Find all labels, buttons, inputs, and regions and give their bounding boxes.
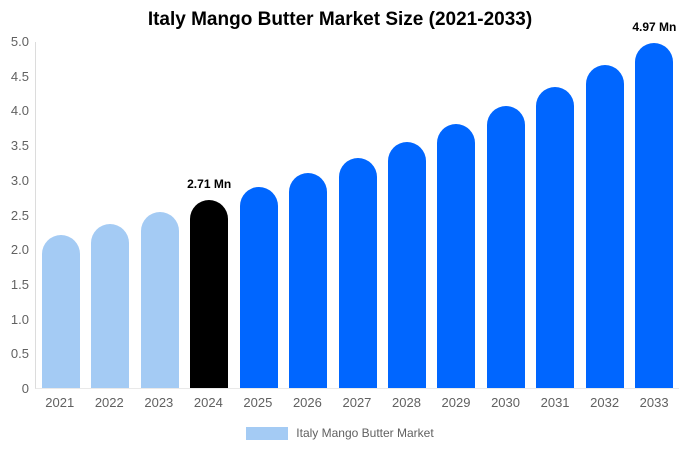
bar-slot-2022 [85, 42, 134, 388]
y-axis-label-2.0: 2.0 [10, 242, 29, 258]
x-axis-label-2031: 2031 [540, 395, 570, 410]
bar-value-label-2024: 2.71 Mn [187, 176, 232, 191]
x-axis-label-2028: 2028 [392, 395, 421, 410]
bar-series: 2.71 Mn 4.97 Mn [36, 20, 679, 388]
bar-slot-2024: 2.71 Mn [184, 42, 233, 388]
y-axis-label-3.0: 3.0 [10, 172, 29, 188]
bar-2033 [635, 43, 674, 388]
bar-2027 [338, 157, 377, 388]
chart-title: Italy Mango Butter Market Size (2021-203… [147, 9, 533, 30]
bar-slot-2030 [481, 42, 530, 388]
legend-label[interactable]: Italy Mango Butter Market [296, 426, 434, 440]
bar-2026 [289, 172, 328, 388]
bar-2024 [190, 199, 229, 388]
y-axis-label-2.5: 2.5 [10, 207, 29, 223]
bar-slot-2031 [531, 42, 580, 388]
bar-2031 [536, 86, 575, 388]
y-axis-label-1.0: 1.0 [10, 311, 29, 327]
x-axis: 2021 2022 2023 2024 2025 2026 2027 2028 2029 2030… [35, 395, 679, 411]
y-axis-label-5.0: 5.0 [10, 34, 29, 49]
y-axis-label-4.5: 4.5 [10, 68, 29, 84]
x-axis-label-2030: 2030 [491, 395, 520, 410]
legend: Italy Mango Butter Market [0, 426, 680, 440]
y-axis-label-0.5: 0.5 [10, 346, 29, 362]
bar-2021 [41, 234, 80, 388]
bar-slot-2029 [432, 42, 481, 388]
x-axis-label-2024: 2024 [193, 395, 223, 410]
bar-2028 [388, 141, 427, 388]
x-axis-label-2026: 2026 [292, 395, 322, 410]
plot-area: 2.71 Mn 4.97 Mn [35, 20, 679, 389]
bar-slot-2021 [36, 42, 85, 388]
y-axis-label-0: 0 [21, 381, 29, 396]
x-axis-label-2032: 2032 [590, 395, 620, 410]
bar-slot-2026 [283, 42, 332, 388]
bar-2025 [239, 186, 278, 388]
y-axis-label-1.5: 1.5 [10, 276, 29, 292]
x-axis-label-2025: 2025 [243, 395, 273, 410]
bar-2023 [140, 212, 179, 388]
y-axis-label-4.0: 4.0 [10, 103, 29, 119]
x-axis-label-2027: 2027 [342, 395, 372, 410]
x-axis-label-2023: 2023 [144, 395, 174, 410]
bar-2030 [486, 106, 525, 388]
bar-slot-2025 [234, 42, 283, 388]
bar-2029 [437, 124, 476, 388]
bar-slot-2027 [333, 42, 382, 388]
x-axis-label-2022: 2022 [94, 395, 124, 410]
legend-swatch[interactable] [246, 426, 289, 440]
bar-slot-2028 [382, 42, 431, 388]
bar-2032 [585, 65, 624, 388]
bar-value-label-2033: 4.97 Mn [632, 20, 677, 35]
bar-2022 [91, 223, 130, 388]
y-axis-label-3.5: 3.5 [10, 138, 29, 154]
x-axis-label-2029: 2029 [441, 395, 471, 410]
x-axis-label-2021: 2021 [45, 395, 75, 410]
bar-slot-2033: 4.97 Mn [630, 20, 679, 388]
bar-slot-2032 [580, 42, 629, 388]
x-axis-label-2033: 2033 [639, 395, 669, 410]
bar-slot-2023 [135, 42, 184, 388]
